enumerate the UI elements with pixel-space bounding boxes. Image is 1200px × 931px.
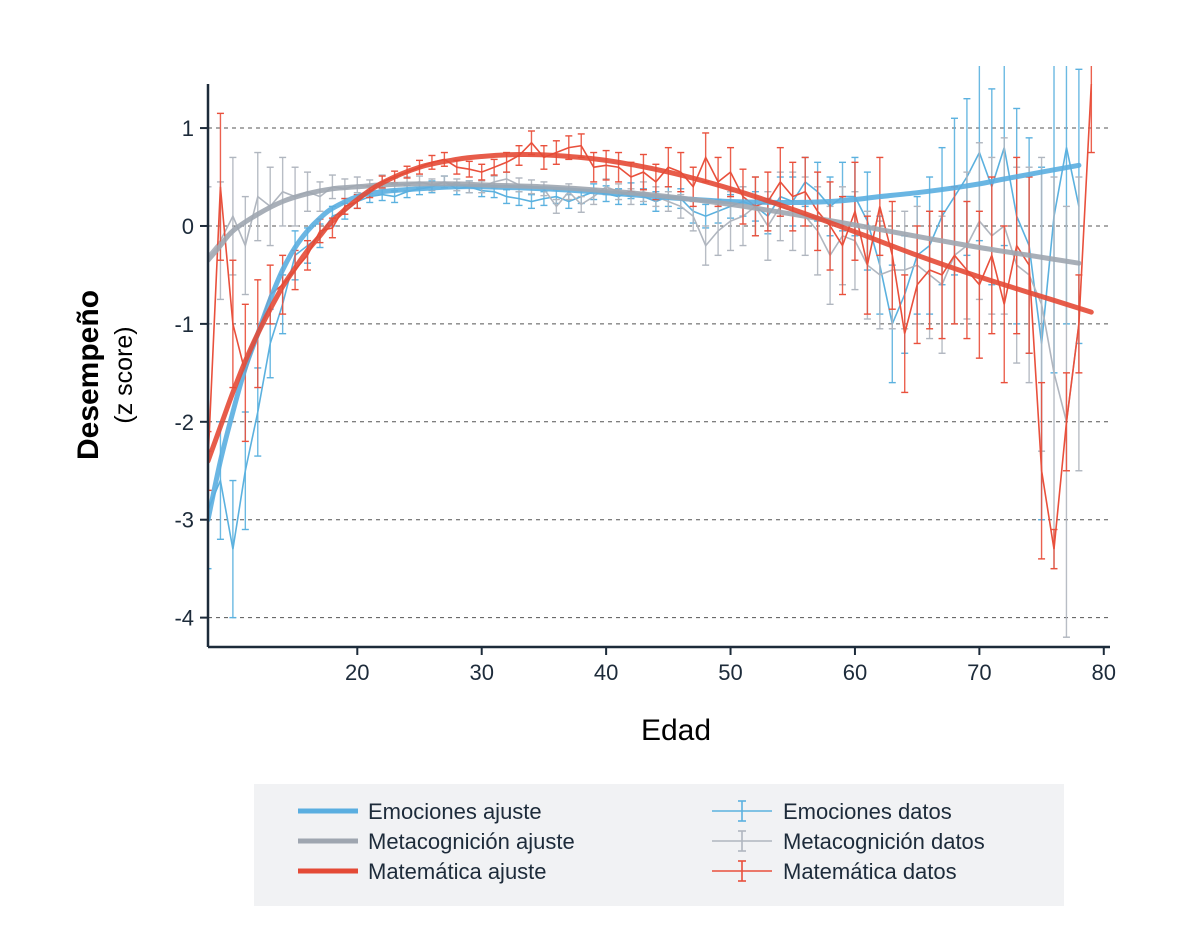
legend-label-emociones-ajuste: Emociones ajuste [368, 799, 542, 824]
fit-curve-metacognicion [208, 181, 1082, 266]
data-series-emociones [208, 66, 1083, 619]
data-series-layer [208, 66, 1095, 638]
x-axis-title: Edad [641, 714, 711, 747]
legend-label-metacognicion-datos: Metacognición datos [783, 829, 985, 854]
x-tick-label: 40 [594, 660, 618, 685]
y-tick-label: -3 [174, 508, 194, 533]
x-tick-label: 20 [345, 660, 369, 685]
fit-curves-layer [208, 151, 1094, 523]
x-tick-label: 80 [1092, 660, 1116, 685]
y-axis-subtitle: (z score) [110, 326, 138, 423]
data-series-matematica [208, 66, 1095, 570]
gridlines [208, 127, 1110, 619]
x-tick-label: 60 [843, 660, 867, 685]
legend-label-emociones-datos: Emociones datos [783, 799, 952, 824]
y-axis-title: Desempeño [72, 290, 105, 460]
x-tick-label: 30 [469, 660, 493, 685]
y-tick-label: -1 [174, 312, 194, 337]
x-tick-label: 70 [967, 660, 991, 685]
y-tick-label: -2 [174, 410, 194, 435]
y-axis-title-group: Desempeño (z score) [72, 290, 138, 460]
legend-label-metacognicion-ajuste: Metacognición ajuste [368, 829, 575, 854]
legend-label-matematica-ajuste: Matemática ajuste [368, 859, 547, 884]
y-tick-label: 1 [182, 116, 194, 141]
legend: Emociones ajuste Metacognición ajuste Ma… [254, 784, 1064, 906]
y-tick-label: -4 [174, 606, 194, 631]
data-line-matematica [208, 83, 1093, 550]
data-line-emociones [208, 147, 1080, 550]
x-tick-label: 50 [718, 660, 742, 685]
legend-swatch-metacognicion-datos [712, 830, 772, 852]
y-tick-label: 0 [182, 214, 194, 239]
axes [206, 84, 1110, 649]
fit-curve-matematica [208, 151, 1094, 464]
legend-swatch-matematica-datos [712, 860, 772, 882]
legend-box [254, 784, 1064, 906]
axis-ticks: 1 0 -1 -2 -3 -4 20 30 40 50 60 70 80 [174, 116, 1116, 685]
legend-swatch-emociones-datos [712, 800, 772, 822]
legend-label-matematica-datos: Matemática datos [783, 859, 957, 884]
data-series-metacognicion [208, 137, 1083, 638]
